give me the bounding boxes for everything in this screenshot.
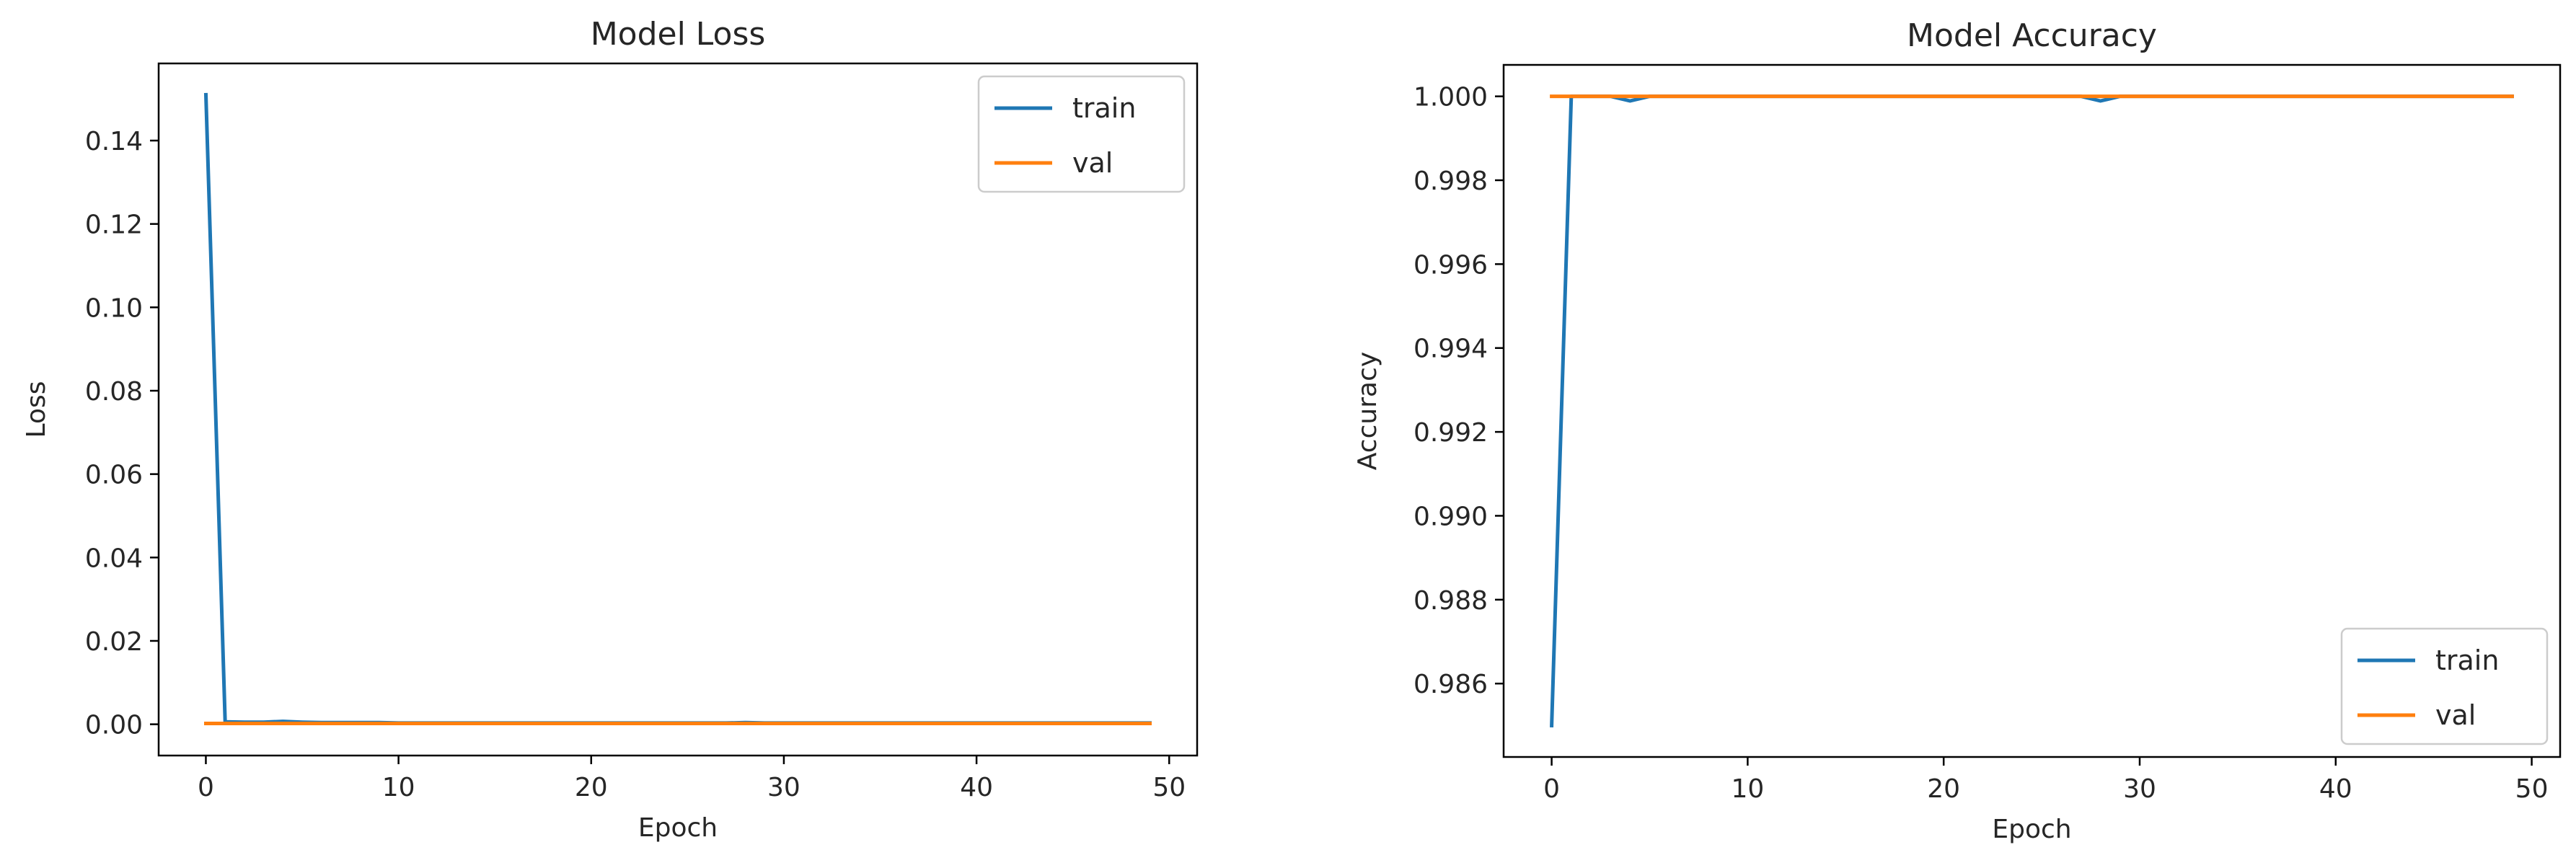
- y-tick-label: 0.10: [85, 293, 143, 323]
- x-tick-label: 30: [767, 773, 800, 802]
- x-tick-label: 20: [1927, 774, 1960, 804]
- y-tick-label: 0.996: [1413, 250, 1488, 280]
- y-tick-label: 0.986: [1413, 670, 1488, 699]
- chart-panel-2: Model Accuracy 0 10 20 30 40 50 0.986 0.988 0.990…: [1353, 17, 2562, 844]
- y-axis-label: Loss: [22, 381, 51, 438]
- y-axis-label: Accuracy: [1353, 352, 1382, 470]
- chart-title: Model Accuracy: [1907, 17, 2157, 54]
- x-tick-label: 10: [382, 773, 415, 802]
- x-tick-label: 0: [1543, 774, 1560, 804]
- y-tick-label: 0.06: [85, 461, 143, 490]
- x-tick-label: 50: [1152, 773, 1186, 802]
- y-tick-label: 0.994: [1413, 335, 1488, 364]
- y-tick-label: 0.14: [85, 127, 143, 156]
- chart-title: Model Loss: [591, 16, 766, 53]
- x-tick-label: 40: [2319, 774, 2352, 804]
- legend: train val: [977, 75, 1186, 193]
- legend-label-train: train: [2435, 645, 2499, 676]
- plot-frame: [157, 62, 1199, 757]
- legend-label-val: val: [2435, 699, 2476, 731]
- y-tick-label: 0.992: [1413, 418, 1488, 448]
- x-tick-label: 40: [960, 773, 993, 802]
- x-tick-label: 20: [575, 773, 608, 802]
- y-tick-label: 0.990: [1413, 502, 1488, 531]
- legend-label-train: train: [1072, 92, 1136, 124]
- legend: train val: [2340, 627, 2549, 745]
- chart-panel-1: Model Loss 0 10 20 30 40 50 0.00 0.02 0.04 0.06 0.0…: [22, 16, 1199, 843]
- y-tick-label: 1.000: [1413, 83, 1488, 112]
- y-tick-label: 0.08: [85, 377, 143, 407]
- x-axis-label: Epoch: [1992, 815, 2071, 844]
- x-tick-label: 0: [198, 773, 214, 802]
- x-tick-label: 50: [2515, 774, 2549, 804]
- x-tick-label: 30: [2123, 774, 2156, 804]
- plot-frame: [1502, 63, 2562, 758]
- y-tick-label: 0.00: [85, 711, 143, 740]
- y-tick-label: 0.998: [1413, 167, 1488, 196]
- y-tick-label: 0.988: [1413, 586, 1488, 616]
- x-tick-label: 10: [1731, 774, 1764, 804]
- legend-label-val: val: [1072, 147, 1113, 179]
- y-tick-label: 0.02: [85, 627, 143, 657]
- y-tick-label: 0.04: [85, 544, 143, 573]
- y-tick-label: 0.12: [85, 211, 143, 240]
- x-axis-label: Epoch: [638, 813, 718, 843]
